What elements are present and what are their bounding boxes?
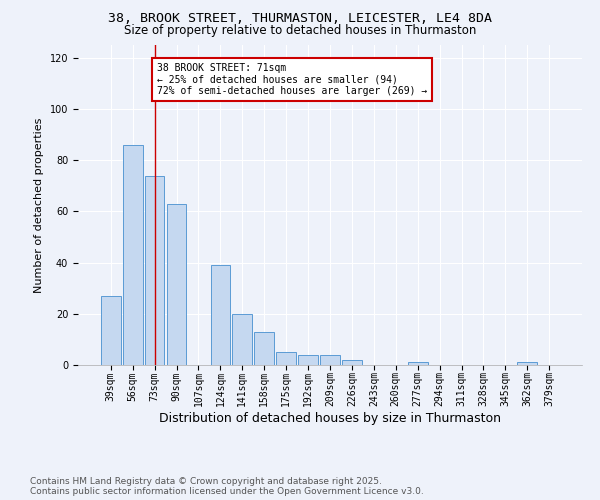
Text: 38, BROOK STREET, THURMASTON, LEICESTER, LE4 8DA: 38, BROOK STREET, THURMASTON, LEICESTER,… [108,12,492,26]
Bar [298,355,318,365]
Text: Contains HM Land Registry data © Crown copyright and database right 2025.
Contai: Contains HM Land Registry data © Crown c… [30,476,424,496]
Bar [123,145,143,365]
Bar [145,176,164,365]
Bar [342,360,362,365]
Bar [320,355,340,365]
Bar [408,362,428,365]
Text: Size of property relative to detached houses in Thurmaston: Size of property relative to detached ho… [124,24,476,37]
Y-axis label: Number of detached properties: Number of detached properties [34,118,44,292]
Bar [101,296,121,365]
X-axis label: Distribution of detached houses by size in Thurmaston: Distribution of detached houses by size … [159,412,501,425]
Bar [211,265,230,365]
Bar [167,204,187,365]
Bar [232,314,252,365]
Text: 38 BROOK STREET: 71sqm
← 25% of detached houses are smaller (94)
72% of semi-det: 38 BROOK STREET: 71sqm ← 25% of detached… [157,63,427,96]
Bar [517,362,537,365]
Bar [276,352,296,365]
Bar [254,332,274,365]
